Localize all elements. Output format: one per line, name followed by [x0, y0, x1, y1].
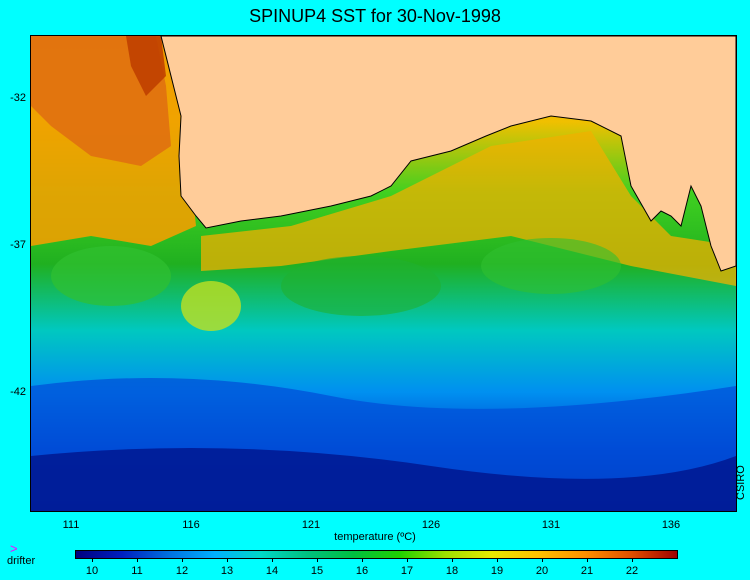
colorbar-tick-mark: [92, 558, 93, 562]
x-tick-label: 121: [301, 519, 321, 531]
eddy-3: [481, 238, 621, 294]
colorbar-tick-mark: [587, 558, 588, 562]
colorbar-tick-label: 10: [85, 565, 99, 577]
colorbar-tick-label: 13: [220, 565, 234, 577]
sst-map-svg: [31, 36, 736, 511]
colorbar-tick-mark: [227, 558, 228, 562]
colorbar-tick-mark: [182, 558, 183, 562]
colorbar-tick-label: 20: [535, 565, 549, 577]
drifter-label: drifter: [7, 555, 36, 567]
eddy-yellow: [181, 281, 241, 331]
colorbar-tick-mark: [497, 558, 498, 562]
colorbar-tick-mark: [452, 558, 453, 562]
colorbar-tick-label: 12: [175, 565, 189, 577]
colorbar-tick-mark: [137, 558, 138, 562]
colorbar-tick-mark: [407, 558, 408, 562]
colorbar-tick-mark: [362, 558, 363, 562]
colorbar-tick-label: 11: [131, 565, 143, 577]
eddy-2: [281, 256, 441, 316]
x-tick-label: 126: [421, 519, 441, 531]
colorbar-tick-label: 17: [400, 565, 414, 577]
credit-label: CSIRO: [735, 465, 747, 500]
colorbar-label: temperature (ºC): [334, 531, 416, 543]
x-tick-label: 136: [661, 519, 681, 531]
colorbar-tick-label: 21: [580, 565, 594, 577]
colorbar-tick-label: 18: [445, 565, 459, 577]
y-tick-label: -37: [10, 239, 26, 251]
y-tick-label: -32: [10, 92, 26, 104]
land-australia: [160, 36, 736, 272]
colorbar-tick-mark: [272, 558, 273, 562]
x-tick-label: 111: [62, 519, 80, 531]
colorbar-tick-mark: [632, 558, 633, 562]
colorbar-tick-mark: [542, 558, 543, 562]
colorbar-tick-label: 14: [265, 565, 279, 577]
colorbar-tick-mark: [317, 558, 318, 562]
sst-map: [30, 35, 737, 512]
x-tick-label: 116: [182, 519, 200, 531]
drifter-icon: >: [10, 541, 18, 556]
hottest-water: [126, 36, 166, 96]
y-tick-label: -42: [10, 386, 26, 398]
map-title: SPINUP4 SST for 30-Nov-1998: [249, 6, 501, 26]
cold-water: [31, 448, 736, 511]
colorbar-tick-label: 15: [310, 565, 324, 577]
colorbar-tick-label: 22: [625, 565, 639, 577]
colorbar-tick-label: 19: [490, 565, 504, 577]
eddy-1: [51, 246, 171, 306]
colorbar-tick-label: 16: [355, 565, 369, 577]
colorbar: [75, 550, 678, 559]
x-tick-label: 131: [541, 519, 561, 531]
